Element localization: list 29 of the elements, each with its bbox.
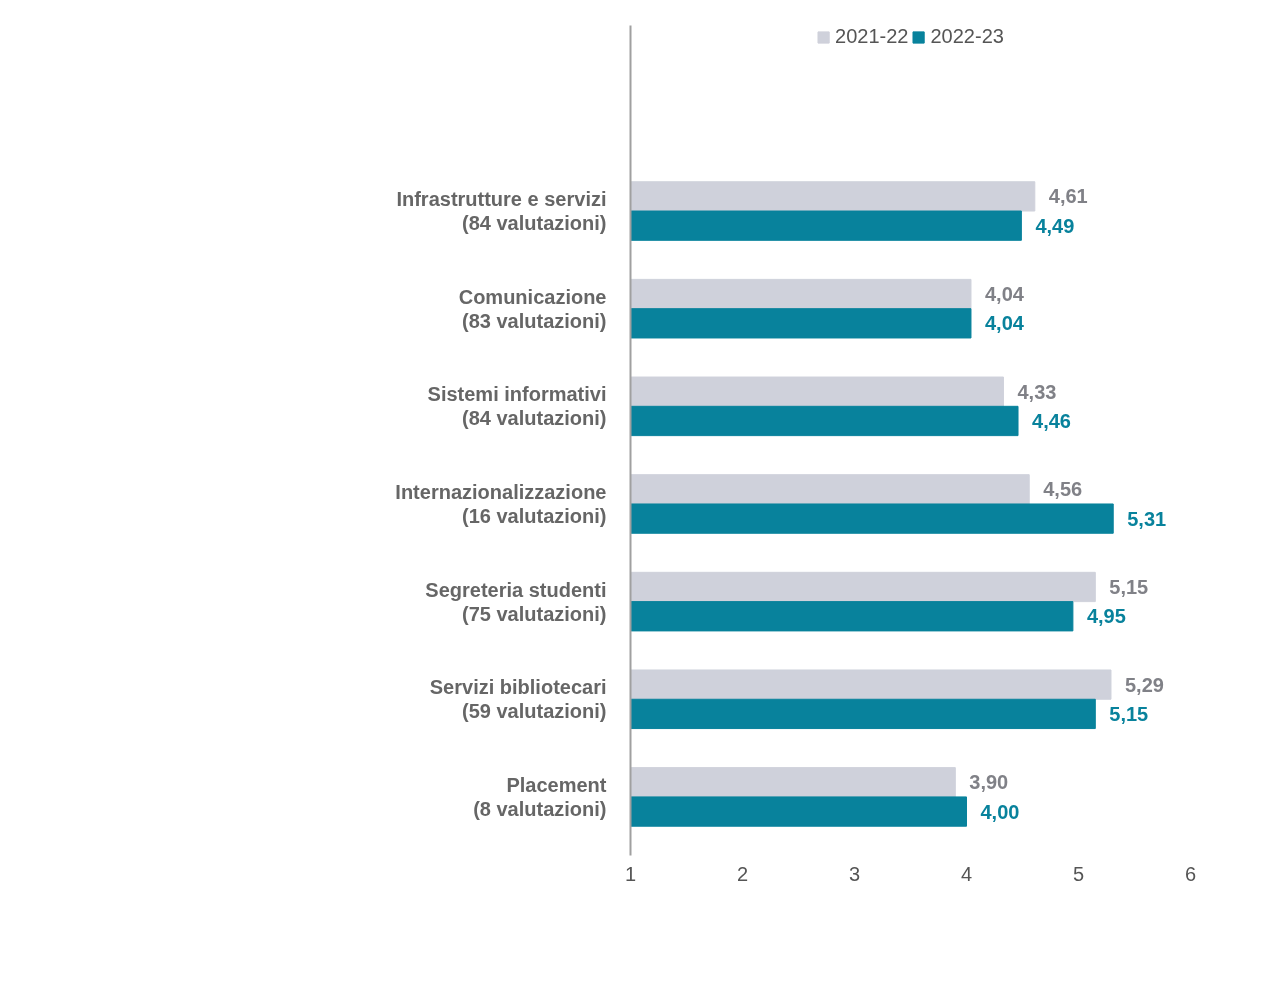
y-tick-label: Placement (8 valutazioni) <box>473 773 607 821</box>
data-label: 4,04 <box>984 312 1025 335</box>
y-tick-label: Sistemi informativi (84 valutazioni) <box>427 383 607 430</box>
data-label: 3,90 <box>969 771 1009 794</box>
y-tick-label: Segreteria studenti (75 valutazioni) <box>425 578 607 625</box>
data-label: 4,04 <box>984 283 1025 306</box>
x-tick-label: 6 <box>1184 862 1197 885</box>
data-label: 5,31 <box>1127 507 1167 530</box>
data-label: 4,46 <box>1032 409 1071 432</box>
data-label: 4,95 <box>1086 605 1126 628</box>
x-tick-label: 2 <box>736 862 749 885</box>
x-tick-label: 3 <box>848 862 861 885</box>
data-label: 4,00 <box>980 800 1020 823</box>
y-tick-label: Internazionalizzazione (16 valutazioni) <box>395 480 607 528</box>
y-tick-label: Comunicazione (83 valutazioni) <box>458 285 607 332</box>
data-label: 4,49 <box>1035 214 1075 237</box>
y-tick-label: Servizi bibliotecari (59 valutazioni) <box>429 676 607 723</box>
legend-label: 2021-22 <box>835 25 909 48</box>
data-label: 4,61 <box>1048 185 1088 208</box>
data-label: 5,29 <box>1124 673 1164 696</box>
y-tick-label: Infrastrutture e servizi (84 valutazioni) <box>396 187 607 235</box>
data-label: 4,56 <box>1043 478 1083 501</box>
legend-label: 2022-23 <box>930 25 1004 48</box>
x-tick-label: 4 <box>960 862 973 885</box>
x-tick-label: 5 <box>1072 862 1085 885</box>
data-label: 4,33 <box>1017 380 1057 403</box>
data-label: 5,15 <box>1109 575 1149 598</box>
x-tick-label: 1 <box>624 862 637 885</box>
data-label: 5,15 <box>1109 702 1149 725</box>
